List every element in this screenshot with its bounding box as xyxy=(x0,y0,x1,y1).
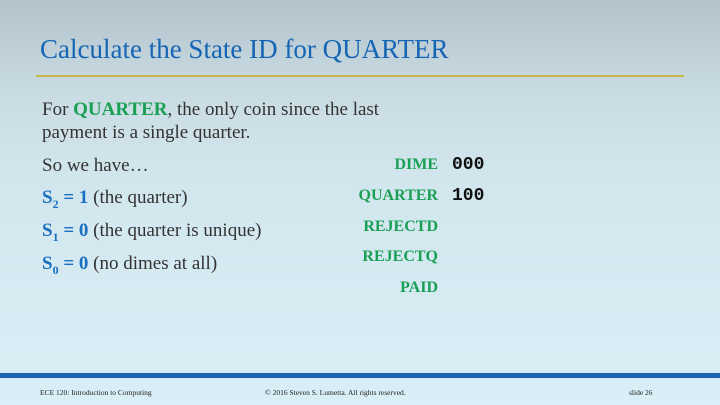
so-we-have: So we have… xyxy=(42,155,149,176)
bit-s0-note: (no dimes at all) xyxy=(88,253,218,274)
title-divider xyxy=(36,75,684,77)
keyword-quarter: QUARTER xyxy=(73,99,168,120)
footer-slide-number: slide 26 xyxy=(629,388,653,397)
state-name-rejectd: REJECTD xyxy=(363,218,438,235)
state-name-dime: DIME xyxy=(394,156,438,173)
footer-copyright: © 2016 Steven S. Lumetta. All rights res… xyxy=(265,388,406,397)
bit-s2-equation: S2 = 1 xyxy=(42,187,89,211)
state-name-rejectq: REJECTQ xyxy=(362,248,438,265)
state-name-paid: PAID xyxy=(400,279,438,296)
footer-bar xyxy=(0,373,720,378)
intro-paragraph: For QUARTER, the only coin since the las… xyxy=(42,98,379,144)
intro-line2: payment is a single quarter. xyxy=(42,122,251,143)
bit-s1-equation: S1 = 0 xyxy=(42,220,89,244)
bit-s0-line: S0 = 0 (no dimes at all) xyxy=(42,253,217,278)
bit-s0-equation: S0 = 0 xyxy=(42,253,89,277)
bit-s1-line: S1 = 0 (the quarter is unique) xyxy=(42,220,261,245)
state-code-quarter: 100 xyxy=(452,186,485,206)
bit-s1-note: (the quarter is unique) xyxy=(88,220,262,241)
intro-prefix: For xyxy=(42,99,74,120)
footer-course: ECE 120: Introduction to Computing xyxy=(40,388,152,397)
state-name-quarter: QUARTER xyxy=(358,187,438,204)
slide-title: Calculate the State ID for QUARTER xyxy=(40,34,449,64)
state-code-dime: 000 xyxy=(452,155,485,175)
intro-line1-rest: , the only coin since the last xyxy=(167,99,380,120)
bit-s2-note: (the quarter) xyxy=(88,187,188,208)
bit-s2-line: S2 = 1 (the quarter) xyxy=(42,187,188,212)
